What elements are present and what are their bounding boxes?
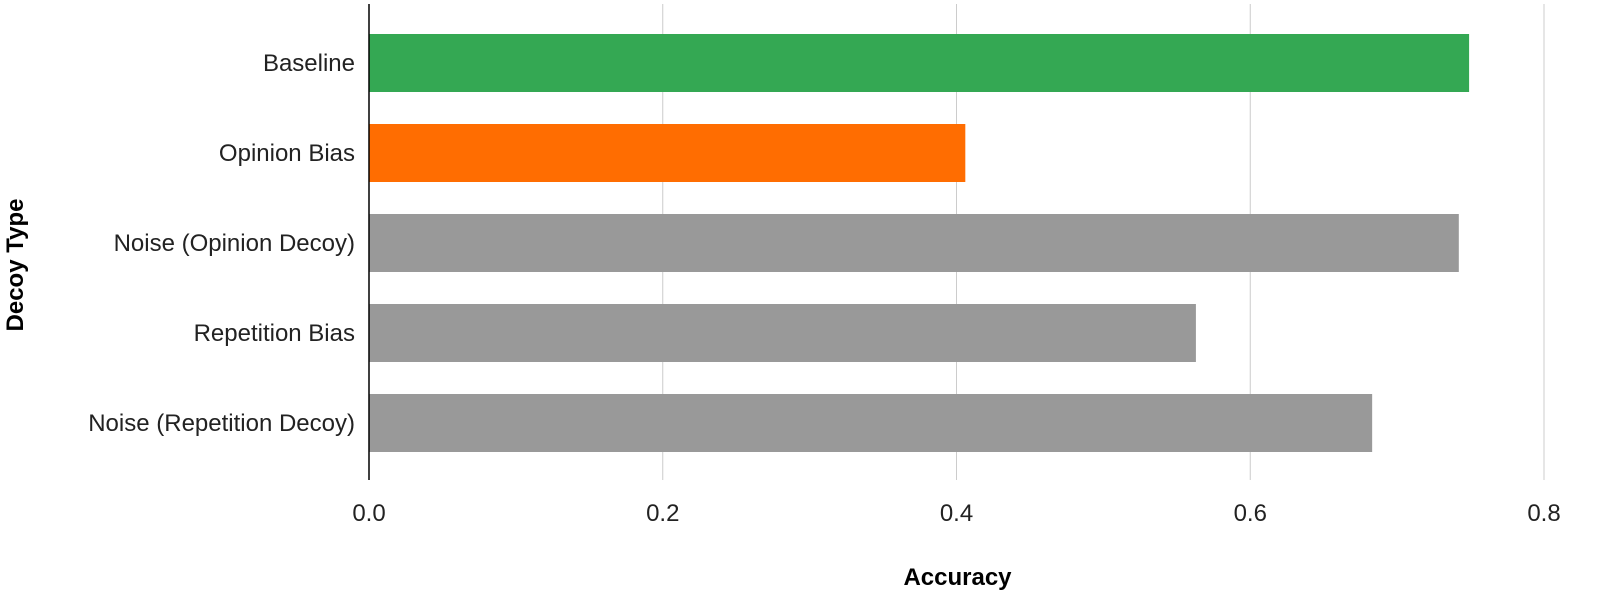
category-labels: Baseline Opinion Bias Noise (Opinion Decoy… <box>88 50 355 437</box>
bar-3 <box>369 304 1196 362</box>
category-label-1: Opinion Bias <box>219 140 355 167</box>
category-label-3: Repetition Bias <box>194 320 355 347</box>
category-label-4: Noise (Repetition Decoy) <box>88 410 355 437</box>
bars <box>369 34 1470 452</box>
bar-2 <box>369 214 1459 272</box>
x-tick-label-0: 0.0 <box>352 500 385 527</box>
bar-1 <box>369 124 966 182</box>
x-tick-label-1: 0.2 <box>646 500 679 527</box>
x-tick-labels: 0.0 0.2 0.4 0.6 0.8 <box>352 500 1560 527</box>
category-label-2: Noise (Opinion Decoy) <box>114 230 355 257</box>
category-label-0: Baseline <box>263 50 355 77</box>
bar-0 <box>369 34 1470 92</box>
bar-4 <box>369 394 1373 452</box>
x-tick-label-3: 0.6 <box>1234 500 1267 527</box>
x-axis-title: Accuracy <box>903 564 1012 591</box>
y-axis-title: Decoy Type <box>2 199 29 332</box>
x-tick-label-4: 0.8 <box>1527 500 1560 527</box>
x-tick-label-2: 0.4 <box>940 500 973 527</box>
